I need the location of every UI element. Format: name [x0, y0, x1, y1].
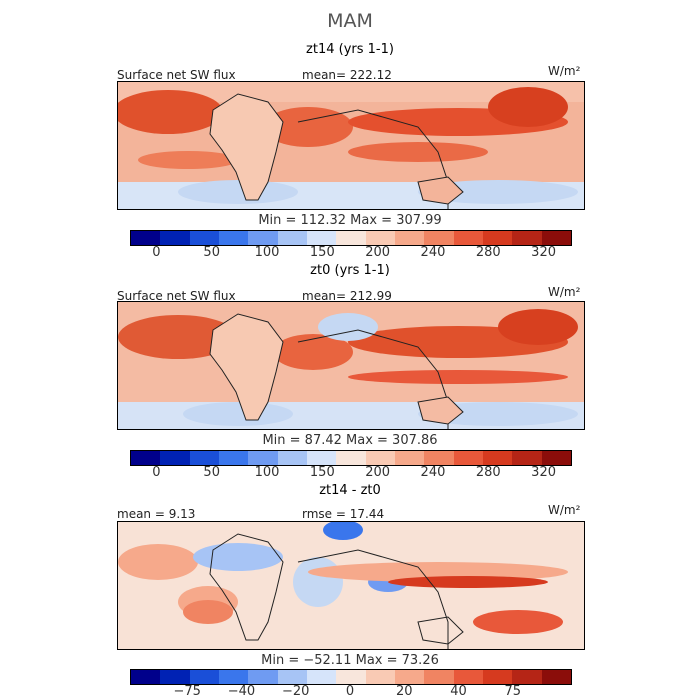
panel3-map	[117, 521, 585, 650]
colorbar-segment	[277, 231, 307, 245]
colorbar-tick-label: 75	[504, 684, 522, 699]
colorbar-segment	[160, 231, 190, 245]
colorbar-tick-label: 150	[309, 245, 335, 260]
colorbar-tick-label: 240	[420, 465, 446, 480]
panel1-colorbar-ticks: 0 50 100 150 200 240 280 320	[130, 245, 570, 261]
colorbar-segment	[189, 451, 219, 465]
panel3-units: W/m²	[548, 503, 581, 517]
colorbar-segment	[453, 451, 483, 465]
colorbar-tick-label: 280	[475, 245, 501, 260]
colorbar-tick-label: 320	[531, 465, 557, 480]
colorbar-segment	[248, 670, 278, 684]
colorbar-segment	[512, 231, 542, 245]
panel2-field-label: Surface net SW flux	[117, 289, 236, 303]
colorbar-tick-label: −40	[227, 684, 256, 699]
colorbar-segment	[424, 670, 454, 684]
colorbar-segment	[453, 670, 483, 684]
colorbar-segment	[189, 231, 219, 245]
panel2-mean: mean= 212.99	[302, 289, 392, 303]
colorbar-tick-label: 50	[203, 245, 220, 260]
colorbar-segment	[160, 670, 190, 684]
colorbar-segment	[131, 451, 161, 465]
colorbar-segment	[336, 231, 366, 245]
colorbar-segment	[482, 670, 513, 684]
panel1-units: W/m²	[548, 64, 581, 78]
colorbar-segment	[394, 451, 425, 465]
colorbar-segment	[394, 670, 425, 684]
panel2-colorbar	[130, 450, 572, 466]
panel3-rmse: rmse = 17.44	[302, 507, 385, 521]
colorbar-tick-label: 320	[531, 245, 557, 260]
panel2-colorbar-ticks: 0 50 100 150 200 240 280 320	[130, 465, 570, 481]
colorbar-segment	[306, 451, 337, 465]
panel3-mean: mean = 9.13	[117, 507, 196, 521]
colorbar-tick-label: 150	[309, 465, 335, 480]
colorbar-segment	[306, 670, 337, 684]
colorbar-tick-label: −75	[173, 684, 201, 699]
colorbar-tick-label: 240	[420, 245, 446, 260]
colorbar-segment	[541, 451, 571, 465]
colorbar-segment	[160, 451, 190, 465]
colorbar-segment	[424, 451, 454, 465]
colorbar-segment	[541, 231, 571, 245]
panel1-colorbar	[130, 230, 572, 246]
panel1-min-max: Min = 112.32 Max = 307.99	[258, 213, 442, 228]
colorbar-segment	[277, 451, 307, 465]
colorbar-segment	[482, 451, 513, 465]
colorbar-segment	[218, 670, 249, 684]
panel2-units: W/m²	[548, 285, 581, 299]
colorbar-tick-label: 0	[152, 245, 161, 260]
colorbar-segment	[453, 231, 483, 245]
panel3-colorbar-ticks: −75 −40 −20 0 20 40 75	[130, 684, 570, 700]
panel1-subtitle: zt14 (yrs 1-1)	[306, 42, 394, 57]
colorbar-segment	[512, 670, 542, 684]
colorbar-segment	[336, 451, 366, 465]
panel3-min-max: Min = −52.11 Max = 73.26	[261, 653, 439, 668]
colorbar-segment	[365, 231, 395, 245]
colorbar-tick-label: 100	[254, 245, 280, 260]
panel1-mean: mean= 222.12	[302, 68, 392, 82]
colorbar-segment	[541, 670, 571, 684]
panel2-min-max: Min = 87.42 Max = 307.86	[262, 433, 438, 448]
panel3-subtitle: zt14 - zt0	[319, 483, 381, 498]
colorbar-segment	[336, 670, 366, 684]
colorbar-segment	[189, 670, 219, 684]
colorbar-tick-label: 40	[450, 684, 467, 699]
colorbar-segment	[365, 670, 395, 684]
colorbar-segment	[306, 231, 337, 245]
colorbar-segment	[365, 451, 395, 465]
panel1-high-na	[118, 90, 223, 134]
panel1-field-label: Surface net SW flux	[117, 68, 236, 82]
colorbar-segment	[482, 231, 513, 245]
colorbar-segment	[248, 231, 278, 245]
colorbar-tick-label: 100	[254, 465, 280, 480]
panel2-map	[117, 301, 585, 430]
panel2-subtitle: zt0 (yrs 1-1)	[310, 263, 390, 278]
colorbar-segment	[131, 670, 161, 684]
colorbar-tick-label: 20	[395, 684, 413, 699]
colorbar-segment	[248, 451, 278, 465]
colorbar-tick-label: 50	[203, 465, 220, 480]
colorbar-tick-label: 280	[475, 465, 501, 480]
colorbar-segment	[512, 451, 542, 465]
panel1-map	[117, 81, 585, 210]
colorbar-segment	[394, 231, 425, 245]
colorbar-tick-label: −20	[282, 684, 310, 699]
colorbar-segment	[131, 231, 161, 245]
colorbar-segment	[218, 451, 249, 465]
colorbar-segment	[277, 670, 307, 684]
colorbar-tick-label: 0	[152, 465, 161, 480]
colorbar-tick-label: 200	[365, 245, 391, 260]
colorbar-segment	[218, 231, 249, 245]
colorbar-tick-label: 200	[365, 465, 391, 480]
colorbar-tick-label: 0	[345, 684, 355, 699]
colorbar-segment	[424, 231, 454, 245]
figure-title: MAM	[327, 10, 373, 32]
panel3-colorbar	[130, 669, 572, 685]
